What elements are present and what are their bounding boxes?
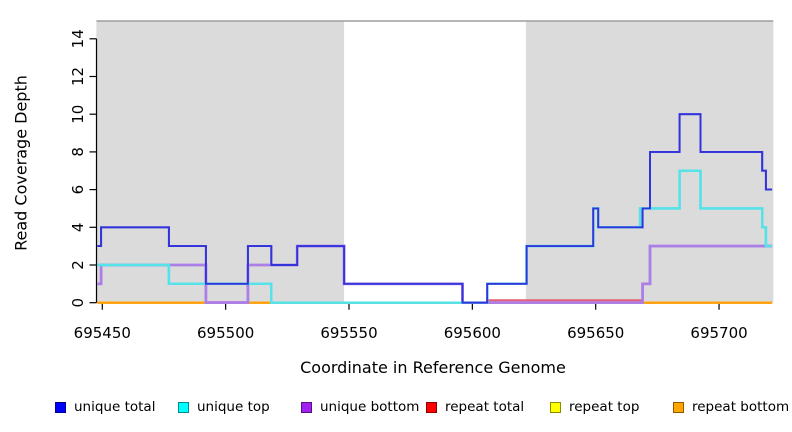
legend-label: unique bottom [320,399,420,415]
coverage-plot: 0 2 4 6 8 10 12 14 695450 695500 695550 695600 69565… [69,20,774,342]
legend-swatch-icon [178,401,189,413]
legend-item-repeat-bottom: repeat bottom [673,399,789,415]
y-tick-label: 0 [69,298,87,308]
y-tick-label: 2 [69,260,87,270]
legend-label: unique top [197,399,270,415]
y-tick-label: 6 [69,185,87,195]
x-axis-title: Coordinate in Reference Genome [300,358,566,377]
legend-label: repeat total [445,399,525,415]
x-tick-label: 695700 [690,324,747,342]
legend-label: repeat bottom [692,399,790,415]
legend-swatch-icon [55,401,66,413]
legend-label: unique total [74,399,156,415]
y-tick-label: 10 [69,105,87,124]
legend-swatch-icon [426,401,437,413]
x-tick-label: 695650 [567,324,624,342]
legend-swatch-icon [550,401,561,413]
x-tick-label: 695550 [320,324,377,342]
y-tick-label: 14 [69,29,87,48]
x-tick-label: 695450 [74,324,131,342]
legend-item-unique-total: unique total [55,399,155,415]
y-tick-label: 12 [69,67,87,86]
legend-swatch-icon [673,401,684,413]
x-tick-label: 695600 [444,324,501,342]
legend-item-repeat-top: repeat top [550,399,639,415]
x-tick-label: 695500 [197,324,254,342]
legend-label: repeat top [569,399,640,415]
y-axis-title: Read Coverage Depth [11,75,31,251]
legend-item-unique-bottom: unique bottom [301,399,419,415]
legend-item-unique-top: unique top [178,399,270,415]
legend-swatch-icon [301,401,312,413]
y-tick-label: 8 [69,147,87,157]
shaded-region [96,21,345,303]
series-unique-total-top [97,113,773,304]
y-tick-label: 4 [69,223,87,233]
legend-item-repeat-total: repeat total [426,399,524,415]
